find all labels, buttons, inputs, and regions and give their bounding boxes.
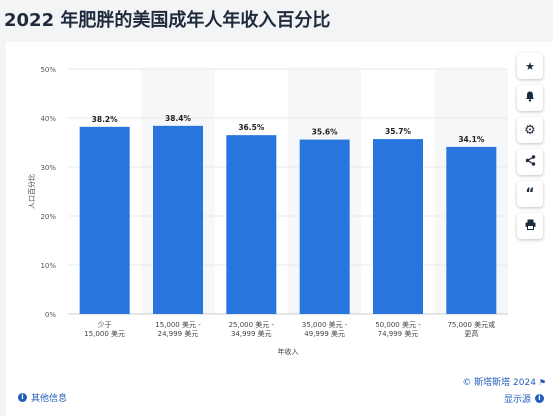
bar [446,146,497,314]
star-icon: ★ [525,59,535,73]
show-source-link[interactable]: 显示源 i [504,392,544,405]
share-button[interactable] [517,149,543,175]
bar [226,135,277,314]
print-button[interactable] [517,213,543,239]
more-info-label: 其他信息 [31,394,68,404]
x-tick-label: 34,999 美元 [231,329,272,338]
x-tick-label: 49,999 美元 [304,329,345,338]
data-label: 34.1% [458,135,485,144]
data-label: 35.7% [385,127,412,136]
x-tick-label: 15,000 美元 - [155,320,201,329]
x-tick-label: 更高 [464,329,478,338]
settings-button[interactable]: ⚙ [517,117,543,143]
data-label: 38.2% [92,115,119,124]
data-label: 36.5% [238,123,265,132]
bar [299,139,350,314]
x-tick-label: 75,000 美元或 [447,320,495,329]
quote-icon: “ [525,186,535,202]
y-tick-label: 30% [40,164,56,172]
more-info-link[interactable]: i 其他信息 [18,391,67,404]
copyright-link[interactable]: © 斯塔斯塔 2024 ⚑ [462,375,546,388]
copyright-text: © 斯塔斯塔 2024 [462,378,536,388]
x-tick-label: 35,000 美元 - [302,320,348,329]
data-label: 35.6% [312,128,339,137]
bar [153,125,203,314]
show-source-label: 显示源 [503,395,531,405]
favorite-button[interactable]: ★ [517,53,543,79]
x-tick-label: 74,999 美元 [378,329,419,338]
y-tick-label: 0% [45,311,56,319]
info-icon: i [18,393,27,402]
x-axis-title: 年收入 [278,347,299,356]
data-label: 38.4% [165,114,192,123]
x-tick-label: 15,000 美元 [84,329,125,338]
y-tick-label: 40% [40,115,56,123]
print-icon [525,219,536,233]
flag-icon: ⚑ [538,378,546,387]
x-tick-label: 24,999 美元 [158,329,199,338]
cite-button[interactable]: “ [517,181,543,207]
bar [79,126,130,314]
bar [373,139,423,314]
bell-icon [525,91,535,105]
y-tick-label: 10% [40,262,56,270]
page-title: 2022 年肥胖的美国成年人年收入百分比 [4,10,331,31]
x-tick-label: 少于 [98,321,112,329]
y-tick-label: 20% [40,213,56,221]
y-axis-title: 人口百分比 [27,174,36,209]
chart-card: 0% 10% 20% 30% 40% 50% 38.2% 少于 15,000 美元 38.4% 15… [6,42,553,416]
info-icon: i [535,394,544,403]
gear-icon: ⚙ [524,122,536,138]
x-tick-label: 50,000 美元 - [375,320,421,329]
x-tick-label: 25,000 美元 - [229,320,275,329]
y-tick-label: 50% [40,66,56,74]
notification-button[interactable] [517,85,543,111]
share-icon [525,155,536,169]
